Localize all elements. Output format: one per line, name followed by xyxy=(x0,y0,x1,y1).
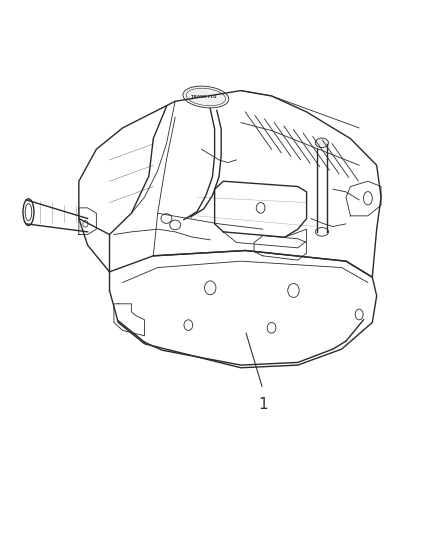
Ellipse shape xyxy=(183,86,229,108)
Text: 1: 1 xyxy=(258,397,268,412)
Ellipse shape xyxy=(315,138,328,148)
Text: TRANS FLU: TRANS FLU xyxy=(191,95,217,99)
